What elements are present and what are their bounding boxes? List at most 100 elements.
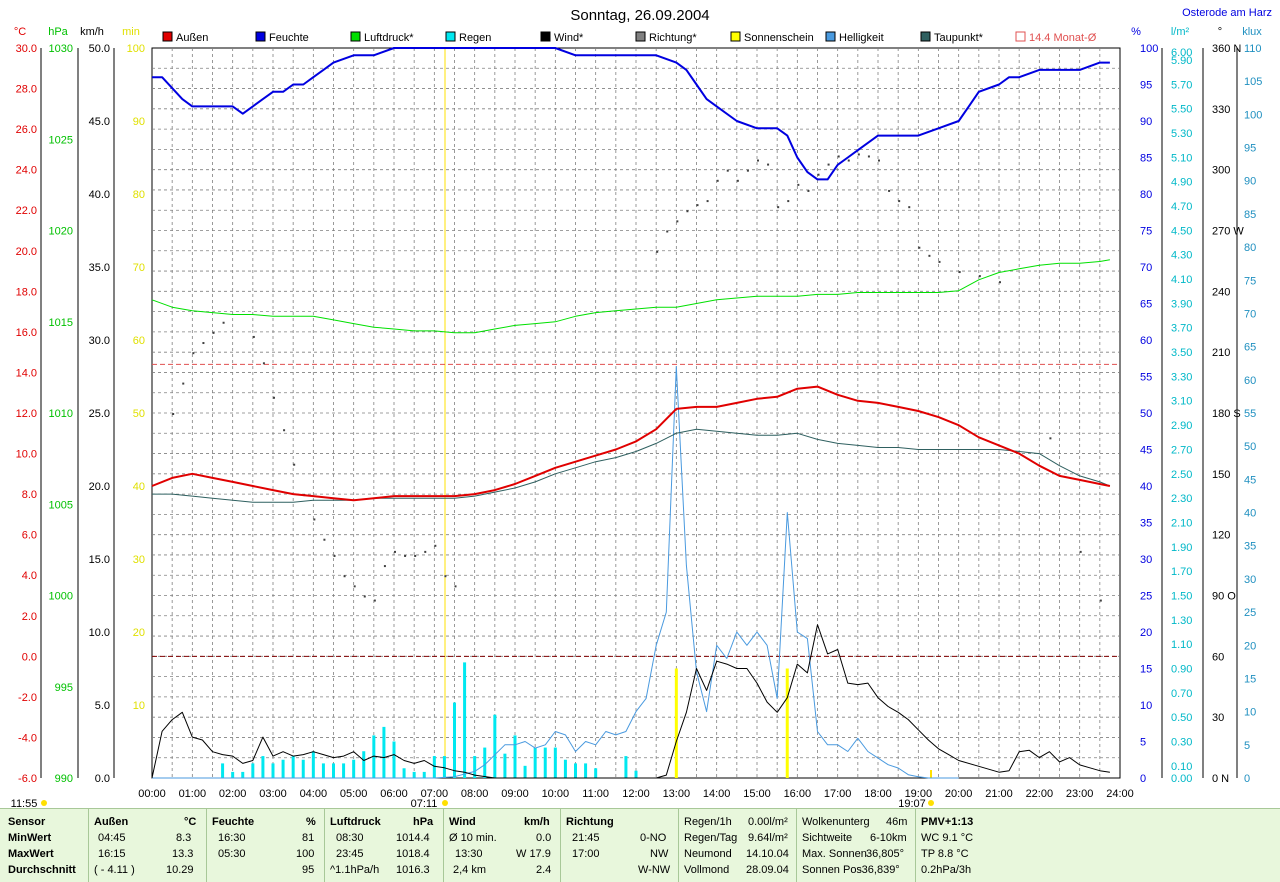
rain-tick: 0.50 [1171, 712, 1192, 724]
neumond-label: Neumond [684, 848, 732, 860]
sunrise-time: 07:11 [411, 798, 438, 808]
humidity-tick: 45 [1140, 445, 1152, 457]
chart-canvas: Sonntag, 26.09.2004 Osterode am Harz Außen… [11, 7, 1272, 810]
rain-bar [332, 763, 335, 778]
direction-point [394, 550, 396, 553]
row-label-sensor: Sensor [8, 816, 46, 828]
rain-bar [563, 759, 567, 778]
time-tick: 18:00 [864, 788, 892, 800]
sonnen-pos-label: Sonnen Pos [802, 864, 862, 876]
direction-tick: 0 N [1212, 773, 1229, 785]
rain-tick: 5.70 [1171, 79, 1192, 91]
rain-bar [574, 763, 577, 778]
time-tick: 09:00 [501, 788, 529, 800]
richtung-header: Richtung [566, 816, 614, 828]
wind-min-value: 0.0 [536, 832, 552, 844]
rain-bar [533, 747, 537, 778]
direction-tick: 330 [1212, 104, 1230, 116]
wind-unit: km/h [80, 26, 104, 38]
rain-tick: 4.10 [1171, 274, 1192, 286]
direction-tick: 180 S [1212, 408, 1241, 420]
direction-point [787, 200, 790, 203]
humidity-tick: 100 [1140, 43, 1158, 55]
wind-avg-value: 2.4 [536, 864, 552, 876]
light-tick: 10 [1244, 707, 1256, 719]
temp-tick: 22.0 [16, 205, 37, 217]
rain-bar [392, 741, 396, 778]
legend-swatch [1015, 31, 1026, 42]
time-tick: 22:00 [1026, 788, 1054, 800]
legend-label: 14.4 Monat-Ø [1029, 32, 1097, 44]
light-tick: 30 [1244, 574, 1256, 586]
rain-bar [483, 747, 487, 778]
rain-bar [503, 753, 507, 778]
time-tick: 15:00 [743, 788, 771, 800]
direction-point [999, 281, 1001, 284]
direction-point [736, 179, 739, 182]
wolken-value: 46m [886, 816, 908, 828]
legend-item [825, 31, 836, 42]
direction-point [676, 220, 679, 223]
wind-tick: 30.0 [89, 335, 110, 347]
rain-bar [634, 770, 638, 778]
sun-tick: 10 [133, 700, 145, 712]
legend-label: Feuchte [269, 32, 309, 44]
rain-tick: 5.50 [1171, 104, 1192, 116]
rain-bar [301, 759, 305, 778]
max-sonnen-value: 36,805° [866, 848, 905, 860]
temp-tick: 20.0 [16, 246, 37, 258]
temp-tick: 30.0 [16, 43, 37, 55]
aussen-header: Außen [94, 816, 129, 828]
time-tick: 23:00 [1066, 788, 1094, 800]
feuchte-unit: % [306, 816, 316, 828]
light-tick: 40 [1244, 508, 1256, 520]
rain-bar [473, 756, 477, 778]
wind-tick: 40.0 [89, 189, 110, 201]
light-tick: 60 [1244, 375, 1256, 387]
light-tick: 90 [1244, 176, 1256, 188]
sunshine-bar [785, 668, 789, 778]
rain-bar [432, 756, 436, 778]
max-sonnen-label: Max. Sonnen [802, 848, 867, 860]
luftdruck-min-time: 08:30 [336, 832, 364, 844]
direction-tick: 240 [1212, 286, 1230, 298]
time-tick: 17:00 [824, 788, 852, 800]
direction-point [696, 204, 699, 207]
series-wind [151, 624, 1110, 779]
direction-point [686, 210, 689, 213]
light-unit: klux [1242, 26, 1262, 38]
direction-point [857, 153, 860, 156]
legend-label: Regen [459, 32, 491, 44]
direction-point [212, 331, 215, 334]
wind-max-value: W 17.9 [516, 848, 551, 860]
pressure-tick: 1000 [49, 591, 73, 603]
direction-tick: 360 N [1212, 43, 1241, 55]
direction-point [716, 179, 719, 182]
aussen-delta: ( - 4.11 ) [94, 864, 135, 876]
rain-bar [311, 751, 315, 778]
direction-tick: 60 [1212, 651, 1224, 663]
direction-point [182, 382, 185, 385]
regen-1h-label: Regen/1h [684, 816, 732, 828]
direction-point [252, 335, 255, 338]
temp-tick: 6.0 [22, 530, 37, 542]
rain-bar [493, 714, 497, 778]
direction-point [837, 155, 840, 158]
humidity-tick: 55 [1140, 372, 1152, 384]
sun-tick: 60 [133, 335, 145, 347]
rain-bar [261, 756, 265, 778]
rain-tick: 1.70 [1171, 566, 1192, 578]
direction-point [172, 413, 175, 415]
humidity-tick: 40 [1140, 481, 1152, 493]
series-helligkeit [152, 366, 959, 779]
direction-point [363, 595, 366, 598]
rain-bar [231, 771, 235, 778]
time-tick: 01:00 [179, 788, 207, 800]
light-tick: 65 [1244, 342, 1256, 354]
temp-tick: 24.0 [16, 165, 37, 177]
humidity-tick: 65 [1140, 299, 1152, 311]
series-feuchte [152, 47, 1110, 181]
vollmond-value: 28.09.04 [746, 864, 789, 876]
wind-max-time: 13:30 [455, 848, 483, 860]
direction-point [797, 183, 800, 186]
